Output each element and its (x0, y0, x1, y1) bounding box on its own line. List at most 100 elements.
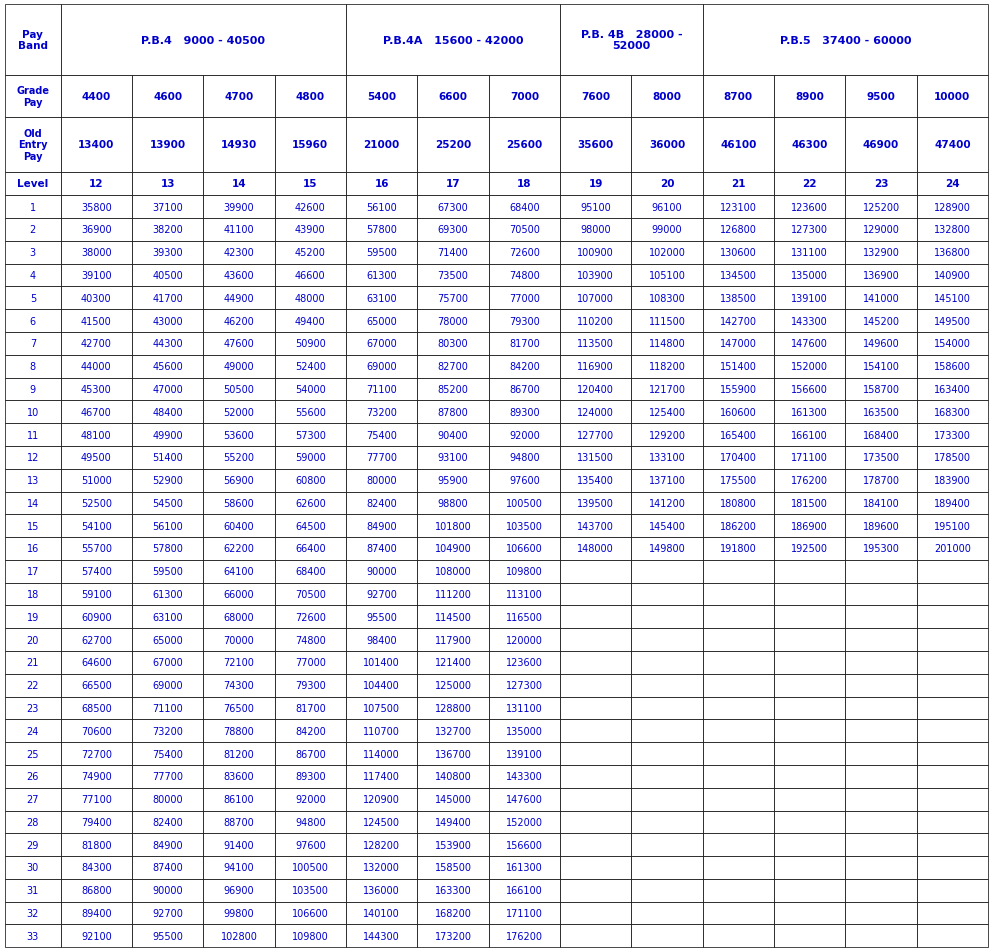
Text: 111500: 111500 (648, 316, 685, 327)
Text: 86100: 86100 (223, 794, 254, 804)
Bar (132, 788, 204, 811)
Text: 120000: 120000 (505, 635, 543, 645)
Text: 7600: 7600 (581, 92, 611, 102)
Bar (132, 628, 204, 651)
Bar (560, 446, 632, 469)
Text: 129200: 129200 (648, 430, 685, 440)
Text: 46700: 46700 (81, 407, 111, 417)
Text: 45600: 45600 (152, 362, 183, 372)
Text: 132700: 132700 (435, 726, 472, 736)
Bar (275, 424, 346, 446)
Bar (774, 355, 845, 378)
Text: 96100: 96100 (651, 203, 682, 212)
Bar (275, 788, 346, 811)
Bar (703, 242, 774, 265)
Bar (703, 720, 774, 743)
Bar (275, 583, 346, 605)
Bar (703, 332, 774, 355)
Bar (560, 219, 632, 242)
Text: 70000: 70000 (223, 635, 254, 645)
Text: 6600: 6600 (439, 92, 468, 102)
Text: 98800: 98800 (438, 499, 469, 508)
Bar (204, 720, 275, 743)
Text: 131100: 131100 (506, 704, 543, 713)
Text: 101800: 101800 (435, 521, 472, 531)
Bar (632, 172, 703, 196)
Bar (417, 401, 489, 424)
Bar (489, 242, 560, 265)
Text: 18: 18 (27, 589, 39, 600)
Text: 74800: 74800 (509, 270, 540, 281)
Bar (5, 697, 61, 720)
Bar (560, 743, 632, 765)
Bar (703, 219, 774, 242)
Text: 103500: 103500 (292, 885, 329, 895)
Text: 42600: 42600 (295, 203, 326, 212)
Text: 127300: 127300 (791, 226, 828, 235)
Text: 35600: 35600 (578, 140, 614, 150)
Text: 47000: 47000 (152, 385, 183, 394)
Bar (917, 856, 988, 879)
Text: 68000: 68000 (223, 612, 254, 623)
Text: 120900: 120900 (363, 794, 400, 804)
Text: 148000: 148000 (577, 544, 614, 554)
Bar (61, 5, 346, 76)
Bar (703, 424, 774, 446)
Text: 57400: 57400 (80, 566, 112, 577)
Bar (632, 401, 703, 424)
Text: 46100: 46100 (720, 140, 757, 150)
Bar (845, 76, 917, 118)
Text: 125000: 125000 (435, 681, 472, 690)
Bar (774, 424, 845, 446)
Text: 15: 15 (27, 521, 39, 531)
Bar (204, 697, 275, 720)
Text: 8000: 8000 (652, 92, 681, 102)
Bar (61, 310, 132, 332)
Bar (560, 172, 632, 196)
Bar (346, 833, 417, 856)
Text: 45200: 45200 (295, 248, 326, 258)
Text: 166100: 166100 (506, 885, 543, 895)
Text: 36000: 36000 (648, 140, 685, 150)
Bar (5, 833, 61, 856)
Bar (61, 118, 132, 172)
Text: 85200: 85200 (438, 385, 469, 394)
Bar (489, 743, 560, 765)
Bar (204, 833, 275, 856)
Bar (560, 242, 632, 265)
Text: 44300: 44300 (152, 339, 183, 349)
Bar (774, 378, 845, 401)
Text: 67000: 67000 (152, 658, 183, 667)
Bar (632, 310, 703, 332)
Bar (417, 628, 489, 651)
Text: 46900: 46900 (863, 140, 899, 150)
Text: 124000: 124000 (577, 407, 614, 417)
Bar (346, 788, 417, 811)
Bar (5, 674, 61, 697)
Bar (417, 924, 489, 947)
Text: 80000: 80000 (366, 476, 397, 486)
Bar (703, 288, 774, 310)
Text: 32: 32 (27, 908, 39, 918)
Bar (632, 720, 703, 743)
Bar (346, 561, 417, 583)
Bar (275, 856, 346, 879)
Text: 163500: 163500 (863, 407, 900, 417)
Text: 114500: 114500 (435, 612, 472, 623)
Bar (417, 288, 489, 310)
Bar (489, 697, 560, 720)
Text: 21: 21 (27, 658, 39, 667)
Bar (845, 902, 917, 924)
Text: 116500: 116500 (505, 612, 543, 623)
Bar (489, 265, 560, 288)
Text: 191800: 191800 (720, 544, 757, 554)
Bar (489, 561, 560, 583)
Bar (774, 288, 845, 310)
Text: 105100: 105100 (648, 270, 685, 281)
Bar (703, 583, 774, 605)
Bar (489, 355, 560, 378)
Text: 8: 8 (30, 362, 36, 372)
Bar (774, 674, 845, 697)
Text: 154100: 154100 (863, 362, 900, 372)
Bar (489, 811, 560, 833)
